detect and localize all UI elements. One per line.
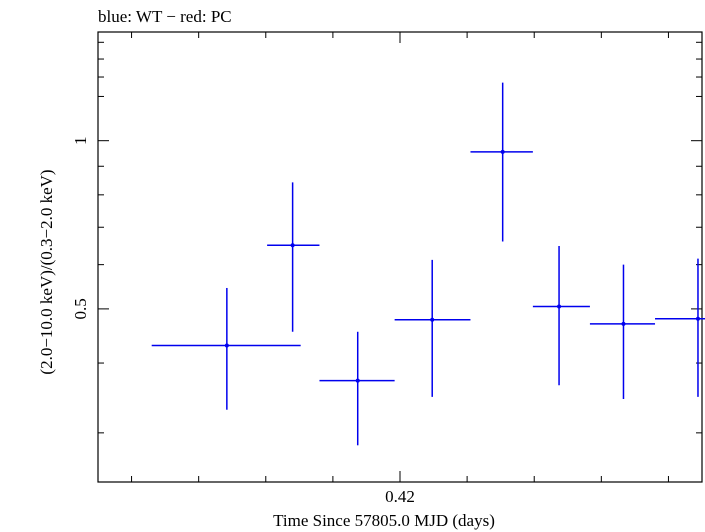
- chart-title: blue: WT − red: PC: [98, 7, 232, 26]
- data-point: [655, 258, 705, 397]
- point-marker: [621, 321, 626, 326]
- data-series: [151, 82, 705, 446]
- data-point: [394, 259, 471, 397]
- data-point: [532, 245, 590, 386]
- y-axis-label: (2.0−10.0 keV)/(0.3−2.0 keV): [37, 169, 56, 374]
- point-marker: [224, 343, 229, 348]
- data-point: [151, 287, 301, 410]
- point-marker: [695, 316, 700, 321]
- point-marker: [500, 149, 505, 154]
- data-point: [470, 82, 533, 242]
- y-tick-label: 1: [71, 136, 90, 145]
- axes: 0.420.4250.51: [71, 32, 702, 506]
- point-marker: [430, 317, 435, 322]
- plot-frame: [97, 31, 703, 483]
- point-marker: [355, 378, 360, 383]
- point-marker: [557, 304, 562, 309]
- data-point: [319, 331, 395, 446]
- point-marker: [290, 243, 295, 248]
- x-tick-label: 0.42: [385, 487, 415, 506]
- data-point: [267, 182, 320, 332]
- data-point: [589, 264, 656, 399]
- y-tick-label: 0.5: [71, 298, 90, 319]
- x-axis-label: Time Since 57805.0 MJD (days): [273, 511, 495, 530]
